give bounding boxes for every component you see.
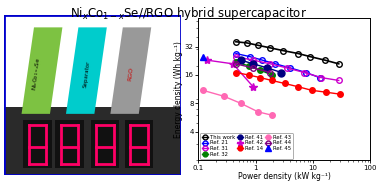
- Polygon shape: [22, 27, 62, 114]
- Text: Separator: Separator: [82, 60, 91, 88]
- FancyBboxPatch shape: [55, 120, 84, 168]
- FancyBboxPatch shape: [23, 120, 52, 168]
- Text: Ni$_x$Co$_{1-x}$Se: Ni$_x$Co$_{1-x}$Se: [30, 57, 43, 91]
- FancyBboxPatch shape: [125, 120, 153, 168]
- Polygon shape: [66, 27, 107, 114]
- Legend: This work, Ref. 21, Ref. 31, Ref. 32, Ref. 41, Ref. 42, Ref. 14, Ref. 43, Ref. 4: This work, Ref. 21, Ref. 31, Ref. 32, Re…: [200, 133, 293, 159]
- FancyBboxPatch shape: [91, 120, 119, 168]
- Y-axis label: Energy density (Wh kg⁻¹): Energy density (Wh kg⁻¹): [174, 41, 183, 138]
- Text: Ni$_x$Co$_{1-x}$Se//RGO hybrid supercapacitor: Ni$_x$Co$_{1-x}$Se//RGO hybrid supercapa…: [70, 5, 308, 22]
- FancyBboxPatch shape: [4, 107, 181, 175]
- Polygon shape: [110, 27, 151, 114]
- X-axis label: Power density (kW kg⁻¹): Power density (kW kg⁻¹): [238, 172, 331, 181]
- Text: RGO: RGO: [127, 66, 134, 81]
